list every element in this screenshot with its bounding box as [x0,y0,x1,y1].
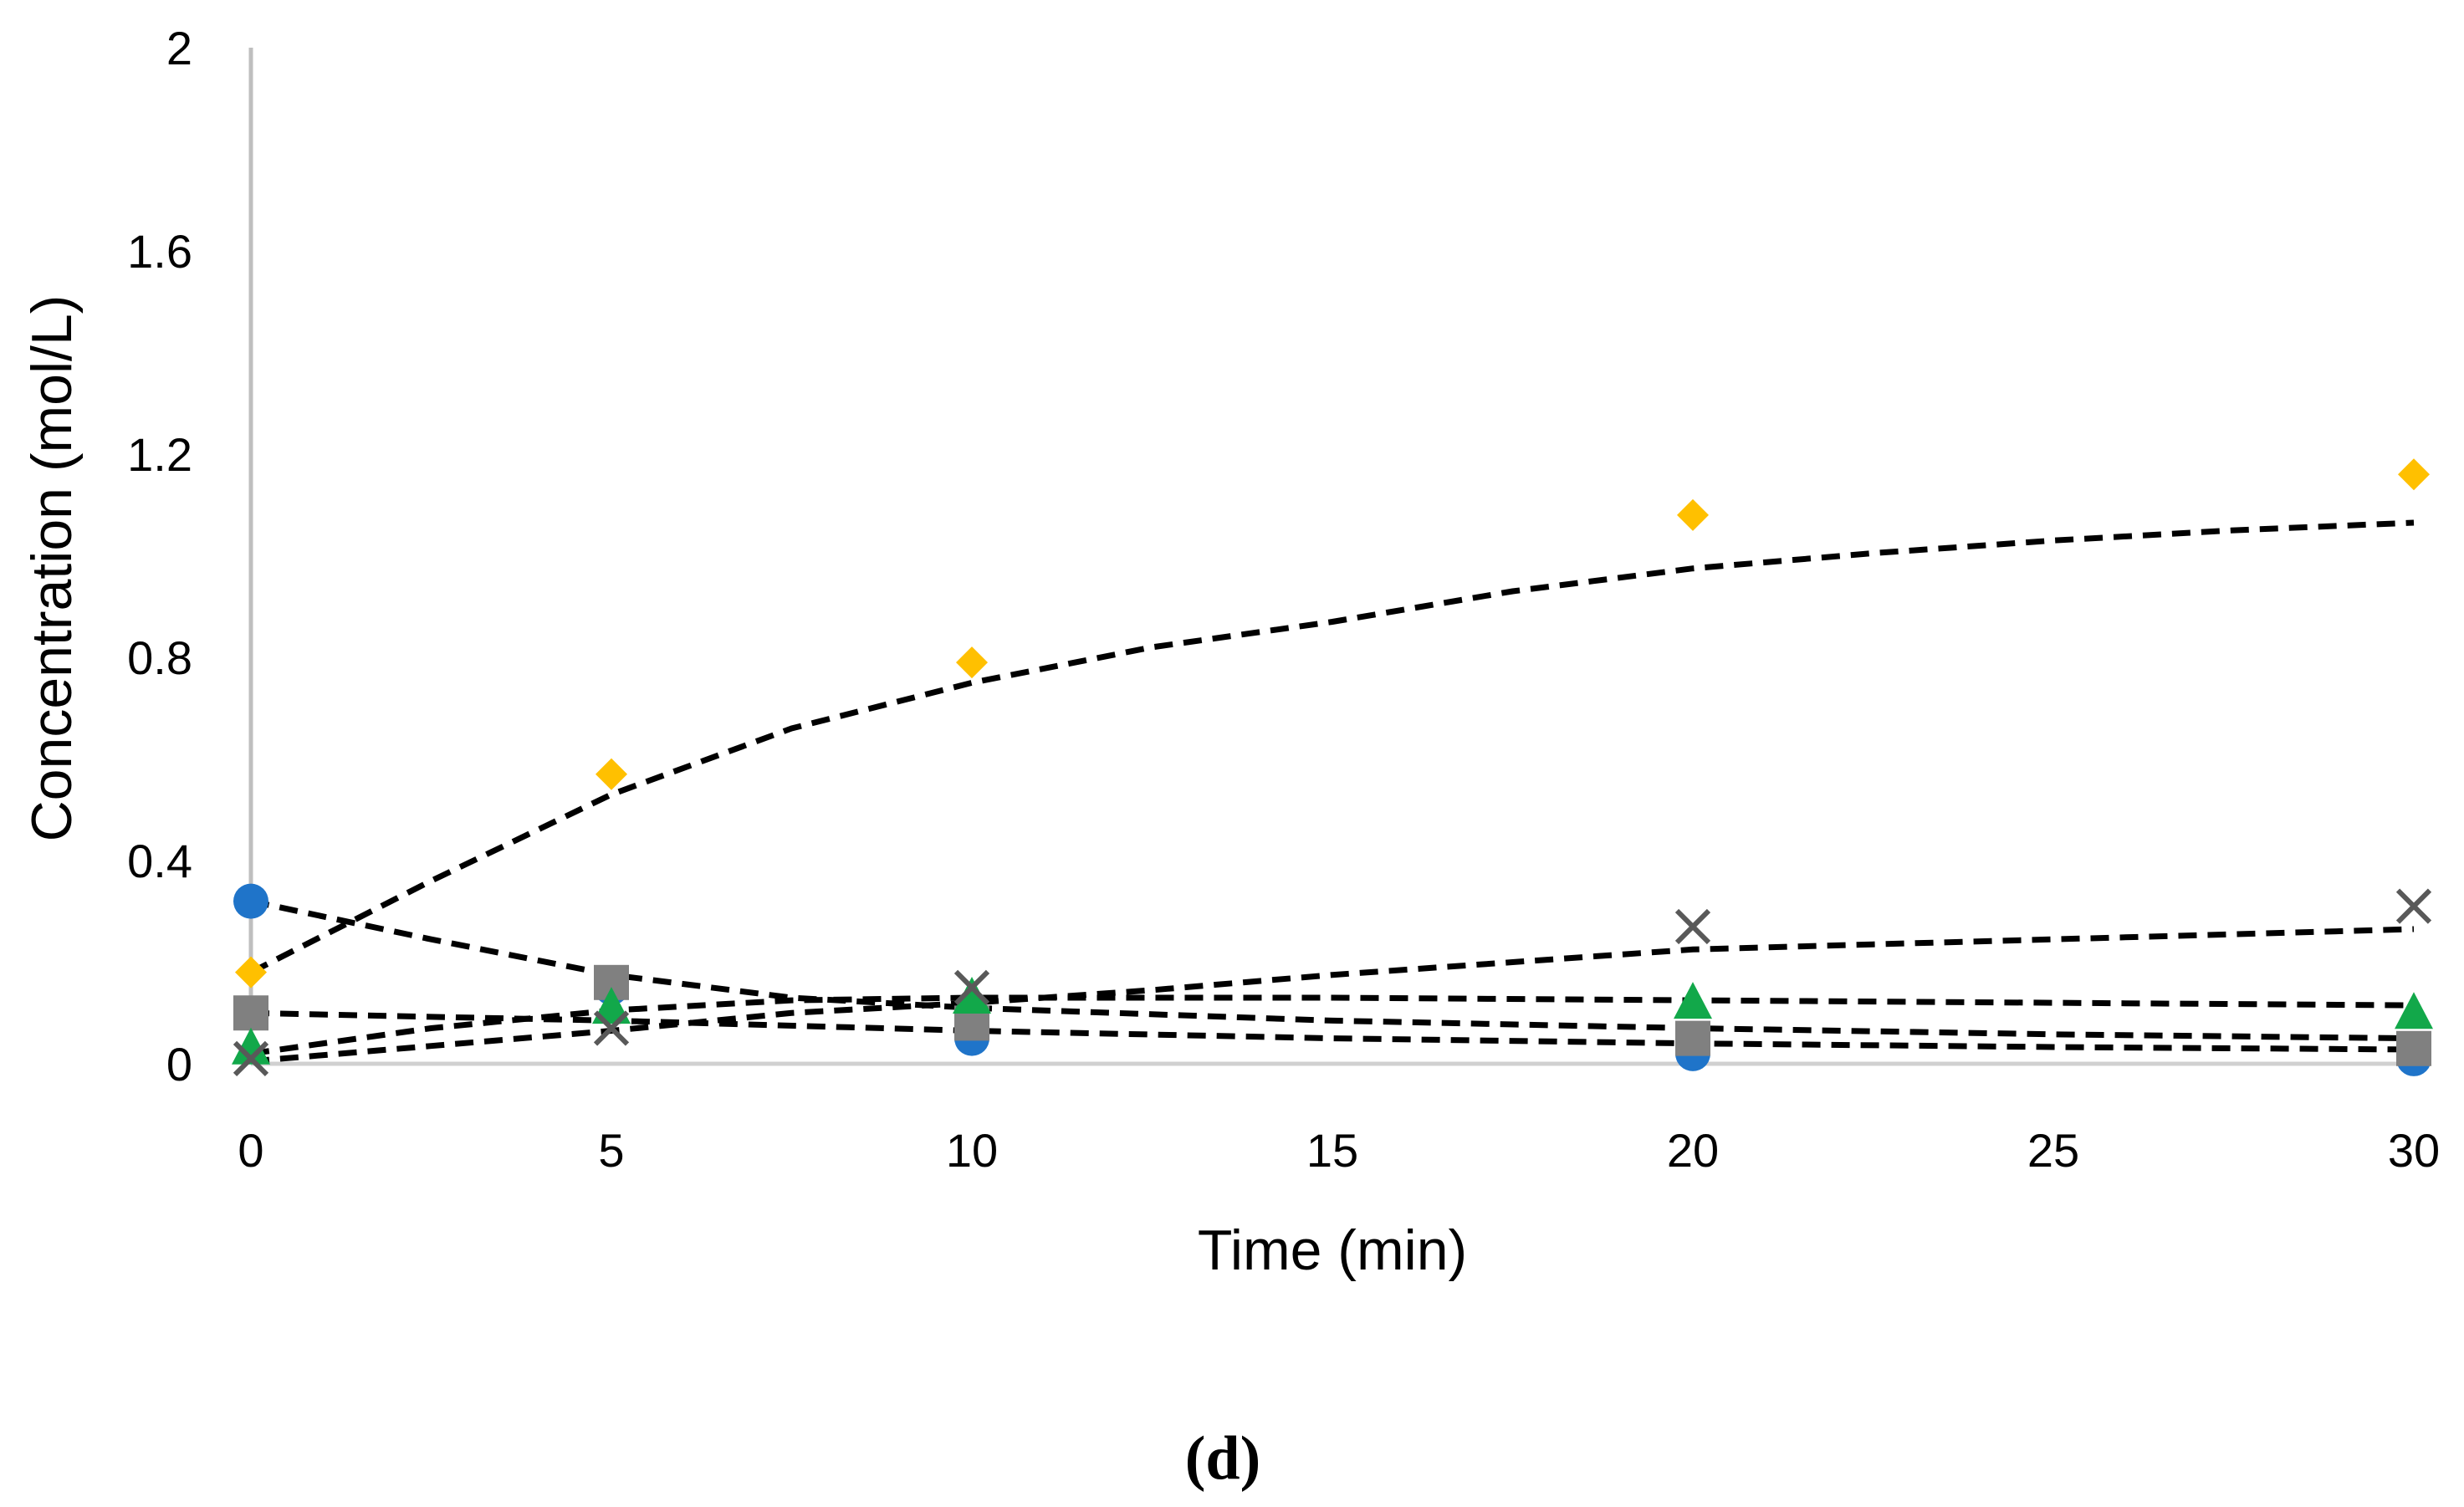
plot-area: 0 5 10 15 20 25 30 0 0.4 0.8 1.2 1.6 2 [127,22,2440,1177]
y-tick-label: 1.2 [127,428,192,481]
triangle-series-point [1674,982,1712,1019]
triangle-series-point [953,977,991,1014]
x-tick-label: 5 [598,1124,624,1177]
y-tick-label: 2 [166,22,192,74]
y-tick-label: 1.6 [127,225,192,278]
x-series-point [1674,908,1711,945]
x-series-point [953,969,990,1006]
diamond-series-point [956,646,988,679]
square-series-point [1675,1020,1710,1056]
triangle-series-point [232,1027,270,1065]
x-tick-label: 30 [2388,1124,2440,1177]
x-tick-label: 15 [1306,1124,1358,1177]
x-tick-label: 20 [1667,1124,1719,1177]
circle-series-trendline [250,898,2415,1042]
circle-series-point [233,883,268,919]
y-tick-label: 0.4 [127,835,192,887]
x-axis-title: Time (min) [1198,1218,1467,1282]
diamond-series-point [2398,458,2430,491]
x-tick-label: 10 [946,1124,998,1177]
diamond-series-point [1677,498,1709,531]
y-tick-label: 0 [166,1038,192,1091]
x-series-point [593,1010,630,1046]
triangle-series-point [592,987,631,1024]
diamond-series-point [596,758,627,790]
square-series-point [233,995,268,1031]
x-tick-label: 0 [238,1124,263,1177]
panel-label: (d) [1185,1424,1260,1493]
x-series-point [233,1040,269,1077]
triangle-series-trendline [250,994,2415,1057]
diamond-series-trendline [249,519,2415,975]
square-series-point [2396,1030,2431,1066]
x-series-point [2395,888,2432,924]
diamond-series-point [235,956,267,988]
x-tick-label: 25 [2027,1124,2079,1177]
y-axis-title: Concentration (mol/L) [20,295,84,842]
y-tick-label: 0.8 [127,631,192,684]
triangle-series-point [2395,992,2433,1029]
